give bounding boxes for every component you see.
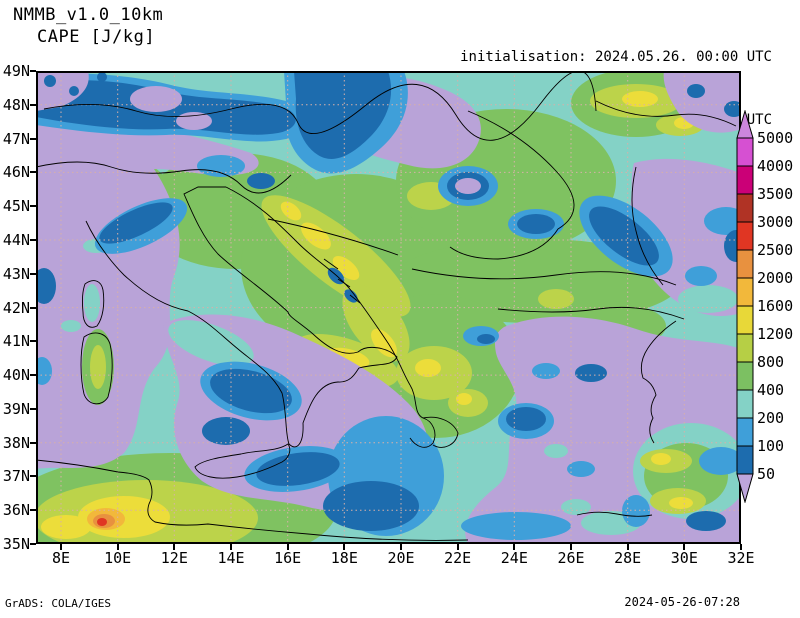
lat-tick-label: 44N [2,230,30,249]
lat-tick-mark [30,103,36,106]
lon-tick-label: 8E [51,549,71,567]
colorbar-level-label: 2000 [757,269,794,287]
lat-tick-label: 45N [2,197,30,216]
colorbar-level-label: 400 [757,381,785,399]
colorbar-level-label: 1600 [757,297,794,315]
lat-tick-mark [30,70,36,72]
lat-tick-label: 47N [2,129,30,148]
lon-tick-mark [626,544,629,550]
colorbar-segment [736,333,754,363]
colorbar-segment [736,389,754,419]
colorbar-segment [736,165,754,195]
variable-title: CAPE [J/kg] [37,27,156,47]
lon-tick-mark [456,544,459,550]
lon-tick-mark [570,544,572,550]
lon-tick-label: 32E [727,549,755,567]
lon-tick-label: 18E [330,549,358,567]
lat-tick-mark [30,272,36,275]
colorbar-level-label: 100 [757,437,785,455]
lon-tick-mark [740,544,742,550]
colorbar-level-label: 3000 [757,213,794,231]
lon-tick-label: 12E [160,549,188,567]
creation-timestamp: 2024-05-26-07:28 [624,595,740,609]
lon-tick-label: 22E [444,549,472,567]
lat-tick-label: 36N [2,501,30,520]
model-title: NMMB_v1.0_10km [13,5,164,25]
lon-tick-label: 20E [387,549,415,567]
country-borders [36,71,737,541]
lon-tick-label: 28E [614,549,642,567]
lon-tick-label: 30E [670,549,698,567]
lat-tick-mark [30,238,36,241]
colorbar-segment [736,249,754,279]
lat-tick-label: 40N [2,366,30,385]
lon-tick-mark [230,544,232,550]
colorbar-lower-triangle [736,473,754,503]
colorbar-segment [736,417,754,447]
grads-credit: GrADS: COLA/IGES [5,597,111,610]
lat-tick-mark [30,475,36,478]
colorbar-level-label: 800 [757,353,785,371]
lat-tick-label: 48N [2,95,30,114]
lat-tick-label: 38N [2,433,30,452]
colorbar-segment [736,361,754,391]
colorbar-segment [736,137,754,167]
lat-tick-label: 42N [2,298,30,317]
cape-field-map [36,71,741,544]
lat-tick-mark [30,509,36,512]
lat-tick-mark [30,543,36,545]
lat-tick-label: 46N [2,163,30,182]
lat-tick-mark [30,137,36,140]
colorbar-segment [736,305,754,335]
colorbar-segment [736,277,754,307]
colorbar-level-label: 5000 [757,129,794,147]
lon-tick-mark [286,544,289,550]
lon-tick-mark [60,544,62,550]
colorbar-level-label: 50 [757,465,776,483]
colorbar-level-label: 2500 [757,241,794,259]
lat-tick-label: 41N [2,332,30,351]
colorbar-segment [736,193,754,223]
lat-tick-mark [30,306,36,309]
colorbar-level-label: 200 [757,409,785,427]
map-area [36,71,741,544]
lat-tick-label: 49N [2,62,30,80]
colorbar-upper-triangle [736,110,754,139]
lon-tick-mark [116,544,119,550]
lat-tick-mark [30,407,36,410]
lon-tick-mark [343,544,346,550]
colorbar-segment [736,221,754,251]
lat-tick-label: 35N [2,535,30,553]
cape-colorbar [736,110,754,503]
lat-tick-mark [30,340,36,343]
lon-tick-label: 16E [274,549,302,567]
lon-tick-label: 26E [557,549,585,567]
lon-tick-mark [513,544,516,550]
lon-tick-mark [683,544,686,550]
lon-tick-label: 24E [500,549,528,567]
lon-tick-mark [173,544,176,550]
lat-tick-label: 43N [2,264,30,283]
colorbar-level-label: 1200 [757,325,794,343]
lon-tick-label: 14E [217,549,245,567]
lat-lon-gridlines [36,71,741,544]
lon-tick-label: 10E [104,549,132,567]
lat-tick-label: 37N [2,467,30,486]
lat-tick-mark [30,205,36,208]
lat-tick-mark [30,171,36,174]
colorbar-level-label: 3500 [757,185,794,203]
lat-tick-mark [30,374,36,377]
lat-tick-label: 39N [2,399,30,418]
lon-tick-mark [400,544,402,550]
init-time-label: initialisation: 2024.05.26. 00:00 UTC [460,49,772,65]
colorbar-segment [736,445,754,475]
colorbar-level-label: 4000 [757,157,794,175]
lat-tick-mark [30,441,36,444]
